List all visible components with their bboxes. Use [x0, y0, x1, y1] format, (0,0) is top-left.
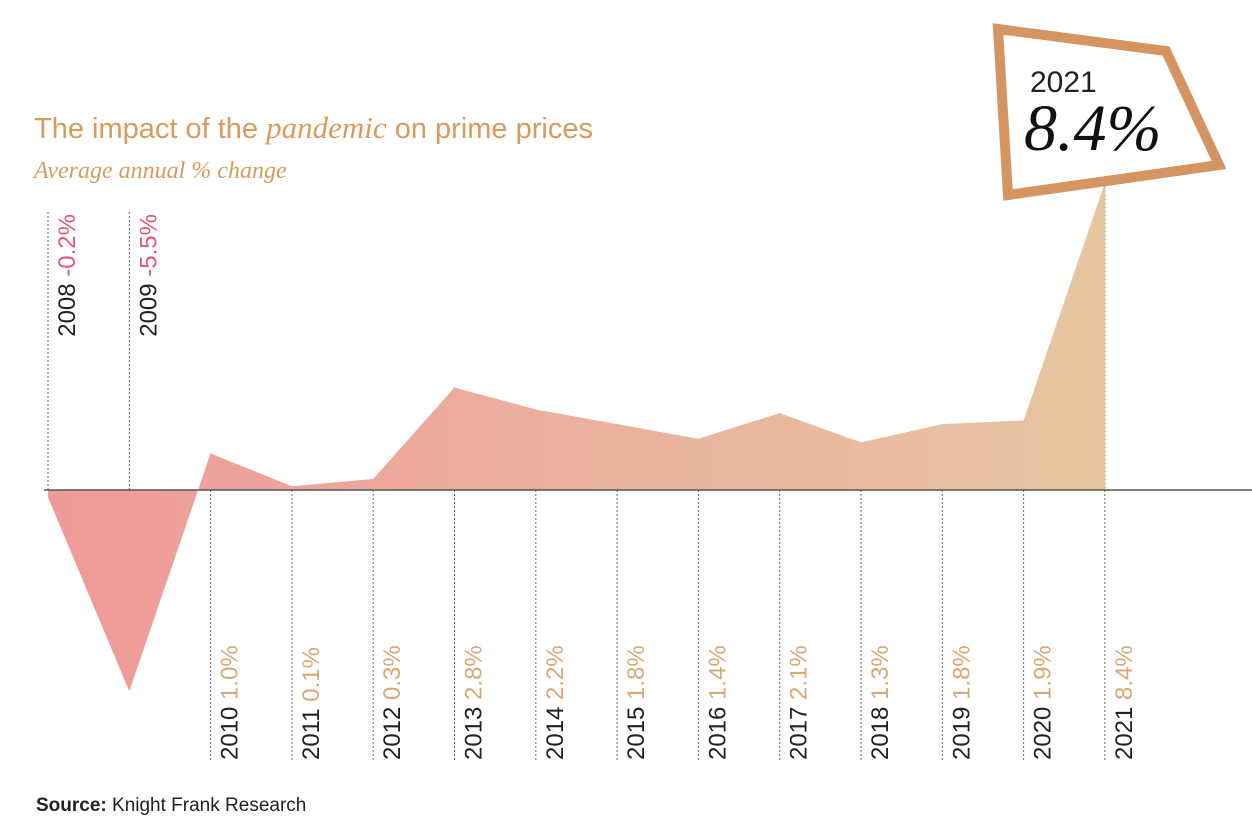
label-2016: 2016 1.4%	[704, 645, 731, 760]
label-2014: 2014 2.2%	[542, 645, 569, 760]
year-label-2016: 2016	[704, 707, 731, 760]
value-label-2013: 2.8%	[461, 645, 488, 706]
label-2021: 2021 8.4%	[1111, 645, 1138, 760]
year-label-2015: 2015	[623, 707, 650, 760]
label-2015: 2015 1.8%	[623, 645, 650, 760]
year-label-2012: 2012	[379, 707, 406, 760]
value-label-2019: 1.8%	[948, 645, 975, 706]
value-label-2020: 1.9%	[1030, 645, 1057, 706]
chart-title-emphasis: pandemic	[264, 110, 387, 145]
callout-frame	[992, 23, 1227, 201]
year-label-2013: 2013	[461, 707, 488, 760]
label-2019: 2019 1.8%	[948, 645, 975, 760]
value-label-2009: -5.5%	[135, 214, 162, 283]
label-2009: 2009 -5.5%	[135, 214, 162, 337]
source-text: Knight Frank Research	[107, 795, 307, 816]
callout-2021: 2021 8.4%	[992, 23, 1227, 201]
value-label-2015: 1.8%	[623, 645, 650, 706]
chart-title-start: The impact of the	[34, 113, 266, 145]
year-label-2021: 2021	[1111, 707, 1138, 760]
label-2018: 2018 1.3%	[867, 645, 894, 760]
year-label-2008: 2008	[54, 283, 81, 336]
value-label-2012: 0.3%	[379, 645, 406, 706]
label-2017: 2017 2.1%	[786, 645, 813, 760]
year-label-2017: 2017	[786, 707, 813, 760]
value-label-2010: 1.0%	[217, 645, 244, 706]
year-value-labels: 2008 -0.2%2009 -5.5%2010 1.0%2011 0.1%20…	[54, 214, 1138, 760]
label-2020: 2020 1.9%	[1030, 645, 1057, 760]
year-label-2014: 2014	[542, 707, 569, 760]
year-label-2010: 2010	[217, 707, 244, 760]
data-area	[48, 182, 1105, 692]
label-2011: 2011 0.1%	[298, 647, 325, 760]
callout-year: 2021	[1030, 66, 1097, 99]
year-label-2020: 2020	[1030, 707, 1057, 760]
year-label-2019: 2019	[948, 707, 975, 760]
callout-value: 8.4%	[1024, 92, 1161, 165]
label-2010: 2010 1.0%	[217, 645, 244, 760]
value-label-2017: 2.1%	[786, 645, 813, 706]
label-2012: 2012 0.3%	[379, 645, 406, 760]
value-label-2021: 8.4%	[1111, 645, 1138, 706]
source-prefix: Source:	[36, 795, 107, 816]
label-2013: 2013 2.8%	[461, 645, 488, 760]
year-label-2009: 2009	[135, 283, 162, 336]
value-label-2018: 1.3%	[867, 645, 894, 706]
value-label-2008: -0.2%	[54, 214, 81, 283]
chart-subtitle: Average annual % change	[32, 158, 287, 184]
value-label-2014: 2.2%	[542, 645, 569, 706]
chart-title: The impact of the pandemic on prime pric…	[34, 110, 593, 145]
year-label-2011: 2011	[298, 708, 325, 760]
value-label-2011: 0.1%	[298, 647, 325, 708]
value-label-2016: 1.4%	[704, 645, 731, 706]
label-2008: 2008 -0.2%	[54, 214, 81, 337]
source-note: Source: Knight Frank Research	[36, 795, 306, 816]
chart-title-end: on prime prices	[387, 113, 593, 145]
year-label-2018: 2018	[867, 707, 894, 760]
